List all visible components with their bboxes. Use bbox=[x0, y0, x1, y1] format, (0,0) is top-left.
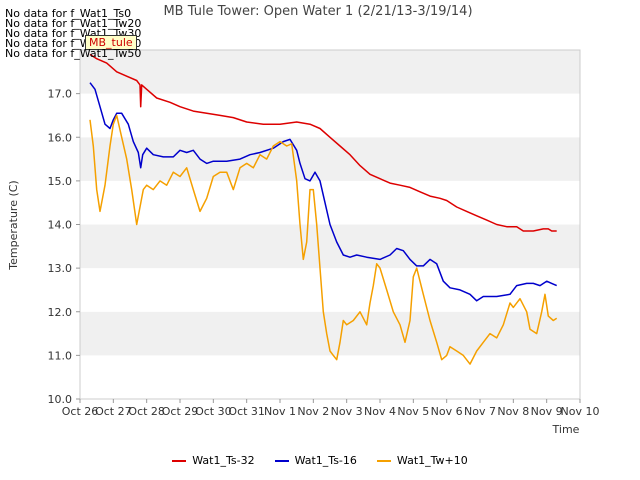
legend-item-ts16: Wat1_Ts-16 bbox=[274, 454, 357, 467]
legend: Wat1_Ts-32 Wat1_Ts-16 Wat1_Tw+10 bbox=[0, 454, 640, 467]
grid-band bbox=[80, 93, 580, 138]
chart-title: MB Tule Tower: Open Water 1 (2/21/13-3/1… bbox=[163, 4, 472, 19]
series-line-wat1-tw-10 bbox=[89, 114, 558, 365]
y-axis-ticks: 10.0 11.0 12.0 13.0 14.0 15.0 16.0 17.0 bbox=[48, 88, 80, 406]
grid-band bbox=[80, 180, 580, 225]
x-tick-label: Nov 9 bbox=[531, 405, 563, 418]
y-tick-label: 14.0 bbox=[48, 219, 73, 232]
no-data-message: No data for f_Wat1_Tw50 bbox=[5, 47, 142, 60]
x-tick-label: Nov 3 bbox=[331, 405, 363, 418]
y-tick-label: 17.0 bbox=[48, 88, 73, 101]
x-tick-label: Nov 7 bbox=[464, 405, 496, 418]
legend-label: Wat1_Ts-32 bbox=[192, 454, 255, 467]
x-tick-label: Nov 6 bbox=[431, 405, 463, 418]
legend-swatch bbox=[172, 459, 187, 462]
y-tick-label: 16.0 bbox=[48, 131, 73, 144]
x-tick-label: Oct 29 bbox=[162, 405, 199, 418]
grid-band bbox=[80, 137, 580, 181]
x-tick-label: Oct 27 bbox=[95, 405, 132, 418]
legend-label: Wat1_Tw+10 bbox=[396, 454, 468, 467]
y-tick-label: 11.0 bbox=[48, 349, 73, 362]
y-axis-label: Temperature (C) bbox=[7, 180, 20, 270]
y-tick-label: 10.0 bbox=[48, 393, 73, 406]
x-tick-label: Oct 31 bbox=[228, 405, 265, 418]
legend-swatch bbox=[376, 459, 391, 462]
x-tick-label: Nov 5 bbox=[397, 405, 429, 418]
site-badge: MB_tule bbox=[85, 35, 137, 50]
x-tick-label: Oct 26 bbox=[62, 405, 99, 418]
x-tick-label: Nov 2 bbox=[297, 405, 329, 418]
x-tick-label: Nov 1 bbox=[264, 405, 296, 418]
x-tick-label: Nov 8 bbox=[497, 405, 529, 418]
grid-band bbox=[80, 50, 580, 94]
x-tick-label: Oct 28 bbox=[128, 405, 165, 418]
x-tick-label: Nov 10 bbox=[561, 405, 600, 418]
series-line-wat1-ts-16 bbox=[89, 82, 558, 302]
y-tick-label: 15.0 bbox=[48, 175, 73, 188]
series-line-wat1-ts-32 bbox=[89, 53, 557, 232]
legend-swatch bbox=[274, 459, 289, 462]
x-tick-label: Oct 30 bbox=[195, 405, 232, 418]
no-data-message: No data for f_Wat1_Ts0 bbox=[5, 7, 132, 20]
no-data-message: No data for f_Wat1_Tw20 bbox=[5, 17, 142, 30]
grid-band bbox=[80, 268, 580, 312]
plot-bands bbox=[80, 50, 580, 399]
series-lines bbox=[89, 53, 558, 365]
y-tick-label: 13.0 bbox=[48, 262, 73, 275]
legend-item-tw10: Wat1_Tw+10 bbox=[376, 454, 468, 467]
x-axis-label: Time bbox=[552, 423, 580, 436]
legend-label: Wat1_Ts-16 bbox=[294, 454, 357, 467]
grid-band bbox=[80, 355, 580, 399]
y-tick-label: 12.0 bbox=[48, 306, 73, 319]
legend-item-ts32: Wat1_Ts-32 bbox=[172, 454, 255, 467]
x-tick-label: Nov 4 bbox=[364, 405, 396, 418]
grid-band bbox=[80, 224, 580, 269]
